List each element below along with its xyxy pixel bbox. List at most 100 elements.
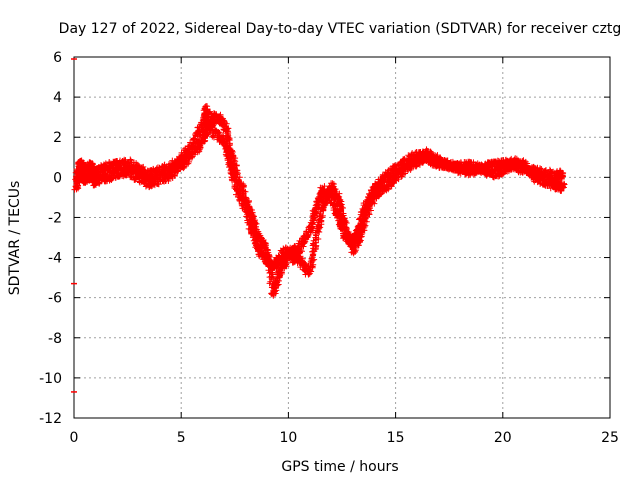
data-point-band — [332, 191, 339, 198]
data-point-band — [428, 149, 435, 156]
plot-frame — [73, 56, 611, 419]
data-point-band — [313, 210, 320, 217]
x-tick-label: 10 — [279, 430, 297, 446]
data-point-band — [525, 165, 532, 172]
data-point-band — [363, 218, 370, 225]
data-point-band — [206, 122, 213, 129]
data-point-band — [315, 218, 322, 225]
y-axis-label: SDTVAR / TECUs — [7, 181, 23, 296]
data-point-band — [343, 220, 350, 227]
y-tick-label: -12 — [39, 411, 62, 427]
data-point-band — [423, 146, 430, 153]
data-point-band — [366, 205, 373, 212]
data-point-band — [323, 197, 330, 204]
data-point-band — [107, 175, 114, 182]
data-point-band — [311, 256, 318, 263]
data-point-band — [305, 233, 312, 240]
data-point-band — [346, 232, 353, 239]
data-point-band — [362, 222, 369, 229]
y-tick-label: 0 — [53, 170, 62, 186]
data-point-band — [274, 277, 281, 284]
data-point-band — [394, 174, 401, 181]
data-point-band — [127, 156, 134, 163]
data-point-band — [261, 245, 268, 252]
y-tick-label: -6 — [48, 291, 62, 307]
data-point-band — [447, 159, 454, 166]
data-point-band — [264, 259, 271, 266]
data-point-band — [265, 267, 272, 274]
x-tick-label: 15 — [387, 430, 405, 446]
data-point-band — [310, 210, 317, 217]
data-point-band — [243, 200, 250, 207]
data-point-band — [206, 109, 213, 116]
data-point-band — [342, 219, 349, 226]
data-point-band — [314, 228, 321, 235]
data-point-band — [317, 210, 324, 217]
data-point-band — [278, 265, 285, 272]
plot-border — [73, 56, 611, 419]
data-point-band — [298, 257, 305, 264]
data-point-band — [332, 186, 339, 193]
data-point-band — [204, 110, 211, 117]
data-point-band — [232, 158, 239, 165]
x-tick-label: 0 — [70, 430, 79, 446]
data-point-band — [215, 128, 222, 135]
data-point-band — [203, 127, 210, 134]
data-point-band — [273, 287, 280, 294]
data-point-band — [362, 212, 369, 219]
data-point-band — [269, 269, 276, 276]
data-point-band — [169, 157, 176, 164]
x-tick-label: 20 — [494, 430, 512, 446]
data-point-band — [442, 159, 449, 166]
data-point-band — [114, 166, 121, 173]
data-point-band — [121, 158, 128, 165]
data-point-band — [347, 231, 354, 238]
y-tick-label: -4 — [48, 251, 62, 267]
data-point-band — [265, 254, 272, 261]
data-point-band — [338, 208, 345, 215]
data-point-band — [486, 165, 493, 172]
data-point-band — [136, 171, 143, 178]
data-point-band — [229, 157, 236, 164]
data-point-band — [427, 148, 434, 155]
data-point-band — [346, 238, 353, 245]
data-point-band — [136, 163, 143, 170]
data-point-band — [453, 161, 460, 168]
data-point-band — [159, 177, 166, 184]
data-point-band — [236, 174, 243, 181]
data-point-band — [296, 249, 303, 256]
data-point-band — [561, 181, 568, 188]
data-point-band — [306, 267, 313, 274]
data-point-band — [283, 263, 290, 270]
data-point-band — [311, 206, 318, 213]
data-point-band — [145, 170, 152, 177]
data-point-band — [153, 180, 160, 187]
y-tick-label: -8 — [48, 331, 62, 347]
x-axis-label: GPS time / hours — [281, 459, 398, 475]
y-tick-label: -10 — [39, 371, 62, 387]
data-point-band — [336, 190, 343, 197]
y-tick-label: -2 — [48, 210, 62, 226]
data-point-band — [557, 167, 564, 174]
data-point-band — [320, 206, 327, 213]
data-point-band — [419, 150, 426, 157]
data-point-band — [544, 175, 551, 182]
x-tick-label: 5 — [177, 430, 186, 446]
data-point-band — [74, 184, 81, 191]
data-point-band — [295, 254, 302, 261]
data-point-band — [275, 281, 282, 288]
data-point-band — [412, 162, 419, 169]
x-tick-label: 25 — [601, 430, 619, 446]
data-points — [71, 58, 568, 393]
data-point-band — [321, 183, 328, 190]
data-point-band — [186, 146, 193, 153]
data-point-band — [351, 243, 358, 250]
data-point-band — [338, 216, 345, 223]
data-point-band — [389, 179, 396, 186]
data-point-band — [219, 115, 226, 122]
grid-lines — [74, 57, 610, 418]
data-point-band — [230, 153, 237, 160]
data-point-band — [307, 263, 314, 270]
data-point-band — [305, 270, 312, 277]
